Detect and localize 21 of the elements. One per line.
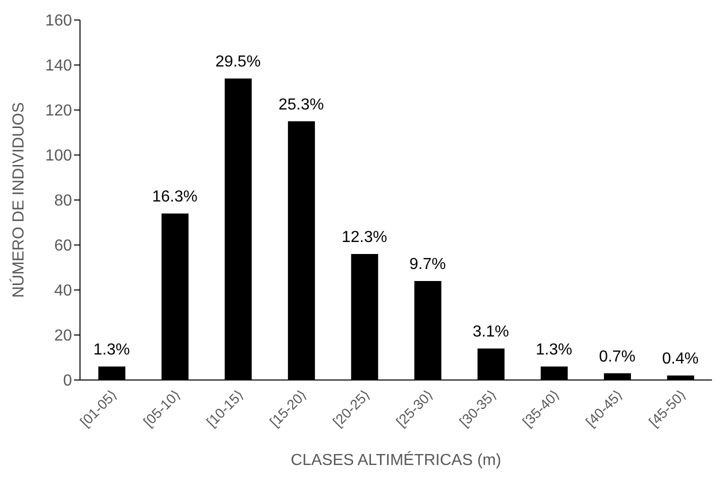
y-tick-label: 20	[54, 328, 72, 345]
annotation: 3.1%	[472, 324, 510, 340]
annotation: 25.3%	[278, 96, 324, 114]
y-tick-label: 80	[54, 192, 72, 210]
y-tick-label: 120	[45, 102, 72, 120]
annotation: 1.3%	[536, 342, 572, 358]
x-axis-title: CLASES ALTIMÉTRICAS (m)	[290, 451, 502, 469]
y-axis-title: NÚMERO DE INDIVIDUOS	[10, 102, 28, 298]
annotation: 29.5%	[215, 54, 261, 70]
y-tick-label: 160	[45, 12, 72, 30]
y-tick-label: 0	[63, 372, 72, 390]
y-tick-label: 60	[54, 238, 72, 255]
annotation: 12.3%	[342, 229, 388, 246]
y-tick-label: 40	[54, 282, 72, 300]
annotation: 0.4%	[662, 350, 699, 368]
y-tick-label: 140	[45, 58, 72, 75]
annotation: 1.3%	[93, 342, 130, 358]
annotation: 0.7%	[598, 348, 636, 366]
annotation: 9.7%	[409, 256, 446, 273]
annotation: 16.3%	[152, 188, 198, 206]
y-tick-label: 100	[45, 148, 72, 165]
